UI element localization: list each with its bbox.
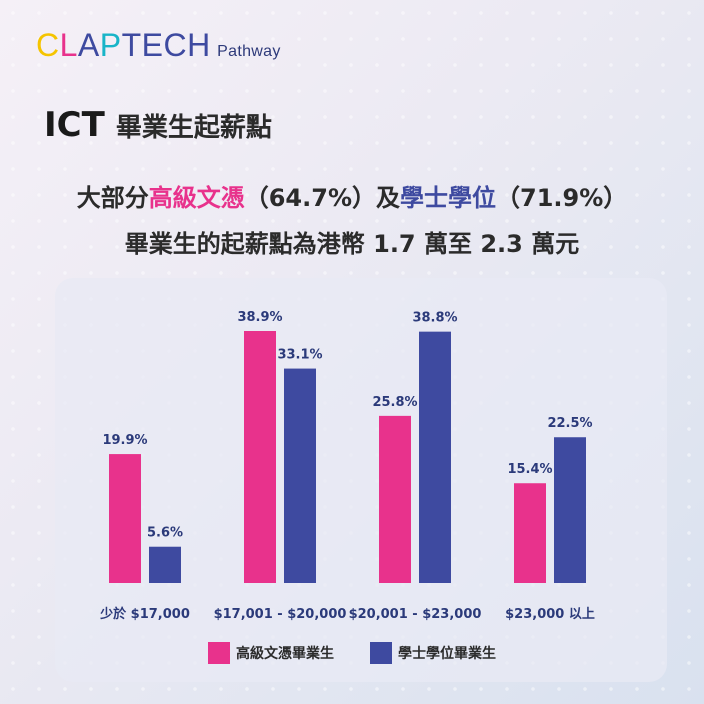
logo-letter: E: [141, 27, 164, 63]
legend-label-bachelor: 學士學位畢業生: [398, 646, 496, 662]
headline-line-2: 畢業生的起薪點為港幣 1.7 萬至 2.3 萬元: [124, 230, 580, 258]
headline-part-e: （71.9%）: [496, 184, 628, 212]
headline-part-a: 大部分: [76, 184, 149, 212]
logo-letter: C: [36, 27, 60, 63]
title-ict: ICT: [44, 105, 105, 145]
legend-item-higher-diploma: 高級文憑畢業生: [208, 642, 334, 664]
logo-letter: C: [163, 27, 188, 63]
legend-swatch-blue: [370, 642, 392, 664]
headline-part-c: （64.7%）及: [244, 184, 400, 212]
headline-bachelor: 學士學位: [400, 184, 496, 212]
bar-value-label: 25.8%: [372, 395, 417, 410]
headline-higher-diploma: 高級文憑: [148, 184, 245, 212]
bar-value-label: 15.4%: [507, 462, 552, 477]
bar-higher-diploma: [379, 415, 411, 583]
x-tick-label: $17,001 - $20,000: [214, 607, 347, 622]
bar-higher-diploma: [244, 331, 276, 583]
bar-value-label: 38.8%: [412, 311, 457, 326]
logo-letter: H: [187, 27, 211, 63]
bar-higher-diploma: [514, 483, 546, 583]
headline-line-1: 大部分高級文憑（64.7%）及學士學位（71.9%）: [0, 178, 704, 213]
chart-legend: 高級文憑畢業生 學士學位畢業生: [0, 642, 704, 664]
bar-value-label: 38.9%: [237, 310, 282, 325]
bar-value-label: 19.9%: [102, 433, 147, 448]
claptech-logo: CLAPTECH Pathway: [36, 27, 281, 64]
bar-value-label: 22.5%: [547, 416, 592, 431]
logo-wordmark: CLAPTECH: [36, 27, 211, 63]
legend-label-higher-diploma: 高級文憑畢業生: [236, 646, 334, 662]
bar-bachelor: [554, 437, 586, 583]
bar-bachelor: [149, 546, 181, 583]
bar-value-label: 5.6%: [147, 526, 183, 541]
legend-item-bachelor: 學士學位畢業生: [370, 642, 496, 664]
x-tick-label: $20,001 - $23,000: [349, 607, 482, 622]
logo-letter: A: [77, 27, 100, 63]
logo-letter: T: [121, 27, 142, 63]
title-text: 畢業生起薪點: [115, 113, 272, 143]
bar-bachelor: [419, 331, 451, 583]
logo-letter: P: [99, 27, 122, 63]
bar-higher-diploma: [109, 454, 141, 583]
page-title: ICT 畢業生起薪點: [44, 105, 272, 145]
bar-value-label: 33.1%: [277, 348, 322, 363]
legend-swatch-pink: [208, 642, 230, 664]
x-tick-label: $23,000 以上: [505, 607, 595, 622]
logo-letter: L: [59, 27, 78, 63]
logo-subtitle: Pathway: [217, 43, 281, 60]
bar-bachelor: [284, 368, 316, 583]
x-tick-label: 少於 $17,000: [99, 606, 190, 622]
